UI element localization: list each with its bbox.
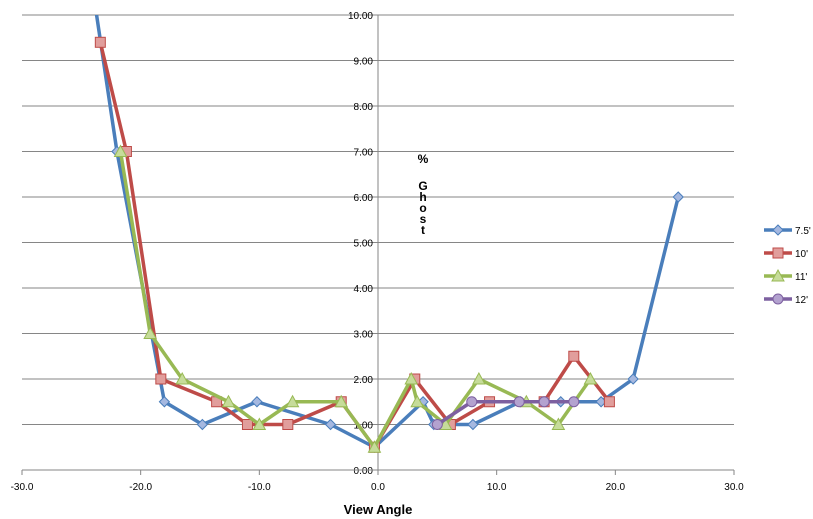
y-tick-label: 4.00 bbox=[354, 284, 374, 295]
y-tick-label: 7.00 bbox=[354, 148, 374, 159]
series-3-point bbox=[367, 440, 382, 453]
series-3-point bbox=[472, 371, 486, 385]
series-4-point bbox=[568, 396, 580, 408]
legend: 7.5' 10' 11' 12' bbox=[764, 224, 811, 306]
series-1-point bbox=[158, 396, 171, 408]
legend-swatch-marker bbox=[771, 268, 785, 282]
series-4 bbox=[431, 396, 580, 430]
series-1-point bbox=[324, 418, 337, 431]
y-axis-title: % G h o s t bbox=[418, 152, 429, 237]
series-4-point bbox=[466, 396, 478, 408]
y-tick-label: 3.00 bbox=[354, 330, 374, 341]
series-1-point bbox=[196, 418, 209, 431]
series-4-point bbox=[431, 419, 443, 430]
legend-label: 12' bbox=[795, 295, 808, 306]
y-tick-label: 9.00 bbox=[354, 57, 374, 68]
legend-swatch-marker bbox=[772, 247, 784, 259]
legend-item: 10' bbox=[764, 247, 808, 260]
series-3-point bbox=[410, 394, 425, 408]
series-3-point bbox=[334, 394, 349, 408]
y-axis-title-letter: G bbox=[418, 179, 427, 193]
series-2-point bbox=[568, 350, 580, 362]
legend-label: 11' bbox=[795, 272, 807, 283]
x-axis-title: View Angle bbox=[344, 502, 413, 517]
y-tick-label: 1.00 bbox=[354, 421, 374, 432]
series-1-point bbox=[251, 396, 263, 408]
series-2-point bbox=[241, 419, 253, 430]
series-2-point bbox=[282, 419, 294, 430]
x-tick-label: 0.0 bbox=[371, 482, 385, 493]
series-3-point bbox=[551, 417, 566, 430]
series-3 bbox=[113, 144, 598, 453]
legend-item: 12' bbox=[764, 293, 808, 306]
x-tick-label: -10.0 bbox=[248, 482, 271, 493]
x-tick-label: 20.0 bbox=[606, 482, 626, 493]
y-tick-label: 10.00 bbox=[348, 11, 373, 22]
legend-item: 7.5' bbox=[764, 224, 811, 237]
legend-swatch-marker bbox=[772, 224, 784, 236]
axes: -30.0 -20.0 -10.0 0.0 10.0 20.0 30.0 bbox=[11, 15, 744, 493]
legend-label: 7.5' bbox=[795, 226, 811, 237]
x-tick-label: 30.0 bbox=[724, 482, 744, 493]
legend-swatch-marker bbox=[772, 293, 784, 305]
x-tick-label: -30.0 bbox=[11, 482, 34, 493]
series-3-point bbox=[252, 417, 267, 430]
series-1-point bbox=[467, 418, 479, 431]
x-tick-label: 10.0 bbox=[487, 482, 507, 493]
y-axis-title-letter: s bbox=[420, 212, 427, 226]
series-3-point bbox=[221, 394, 236, 408]
legend-item: 11' bbox=[764, 268, 807, 283]
series-4-point bbox=[513, 396, 525, 408]
legend-label: 10' bbox=[795, 249, 808, 260]
y-tick-label: 6.00 bbox=[354, 193, 374, 204]
series-2-point bbox=[603, 396, 615, 408]
series-layer bbox=[94, 15, 684, 453]
series-3-point bbox=[285, 394, 300, 408]
y-tick-label: 8.00 bbox=[354, 102, 374, 113]
y-tick-label: 5.00 bbox=[354, 239, 374, 250]
series-3-point bbox=[404, 371, 419, 385]
series-3-point bbox=[113, 144, 128, 157]
series-1-point bbox=[672, 191, 684, 203]
y-tick-label: 0.00 bbox=[354, 466, 374, 477]
x-tick-label: -20.0 bbox=[129, 482, 152, 493]
y-axis-title-symbol: % bbox=[418, 152, 429, 166]
y-axis-title-letter: t bbox=[421, 223, 425, 237]
series-3-point bbox=[175, 371, 190, 385]
y-tick-label: 2.00 bbox=[354, 375, 374, 386]
series-1-point bbox=[627, 373, 639, 385]
series-2-point bbox=[155, 373, 167, 385]
series-3-point bbox=[583, 371, 598, 385]
y-axis-title-letter: h bbox=[419, 190, 426, 204]
series-2-point bbox=[94, 36, 106, 48]
series-3-point bbox=[143, 326, 158, 339]
series-4-point bbox=[538, 396, 550, 408]
y-axis-title-letter: o bbox=[419, 201, 426, 215]
